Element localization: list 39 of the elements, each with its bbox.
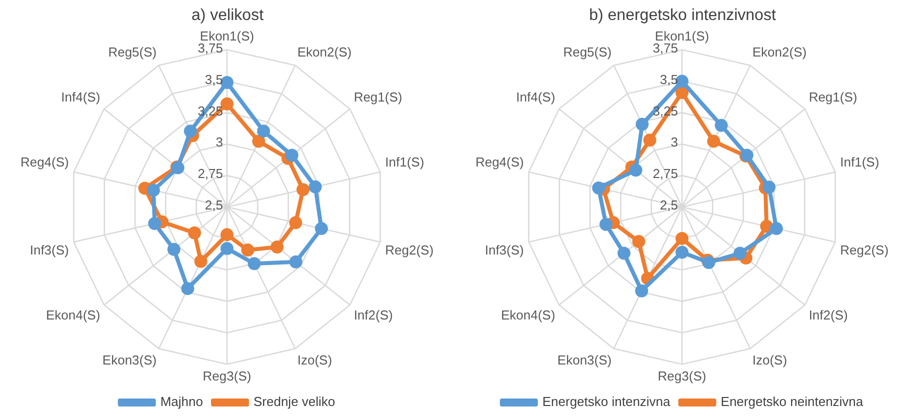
spoke-label: Inf3(S) <box>484 242 524 258</box>
y-tick-label: 3 <box>670 134 678 150</box>
spoke-label: Reg2(S) <box>385 242 434 258</box>
spoke-label: Inf1(S) <box>385 154 424 170</box>
spoke-label: Reg2(S) <box>840 242 889 258</box>
spoke-label: Reg5(S) <box>108 44 157 60</box>
legend-label: Majhno <box>160 394 203 410</box>
y-tick-label: 3,5 <box>204 72 223 87</box>
y-tick-label: 2,5 <box>204 198 223 213</box>
spoke-label: Inf4(S) <box>516 90 556 105</box>
y-tick-label: 2,75 <box>652 166 678 182</box>
spoke-label: Ekon4(S) <box>46 308 100 323</box>
spoke-label: Reg3(S) <box>202 368 252 384</box>
spoke-label: Inf2(S) <box>808 308 848 323</box>
spoke-label: Ekon3(S) <box>102 352 157 368</box>
spoke-label: Izo(S) <box>297 352 332 368</box>
spoke-label: Inf3(S) <box>30 242 69 258</box>
spoke-label: Reg1(S) <box>808 90 858 105</box>
spoke-label: Ekon2(S) <box>752 44 807 60</box>
spoke-label: Izo(S) <box>752 352 788 368</box>
legend-label: Srednje veliko <box>253 394 336 410</box>
spoke-label: Ekon3(S) <box>557 352 612 368</box>
spoke-label: Ekon4(S) <box>500 308 556 323</box>
spoke-label: Inf4(S) <box>61 90 100 105</box>
spoke-label: Reg4(S) <box>475 154 524 170</box>
spoke-label: Ekon2(S) <box>297 44 352 60</box>
chart-title: b) energetsko intenzivnost <box>589 7 776 24</box>
chart-title: a) velikost <box>191 7 264 24</box>
y-tick-label: 2,5 <box>660 198 678 213</box>
spoke-label: Reg1(S) <box>354 90 402 105</box>
spoke-label: Inf1(S) <box>840 154 880 170</box>
legend-label: Energetsko neintenzivna <box>720 394 864 410</box>
y-tick-label: 2,75 <box>198 166 223 182</box>
spoke-label: Reg3(S) <box>658 368 706 384</box>
legend-label: Energetsko intenzivna <box>542 394 672 410</box>
spoke-label: Inf2(S) <box>354 308 393 323</box>
y-tick-label: 3 <box>216 134 223 150</box>
spoke-label: Reg5(S) <box>563 44 612 60</box>
spoke-label: Reg4(S) <box>20 154 69 170</box>
